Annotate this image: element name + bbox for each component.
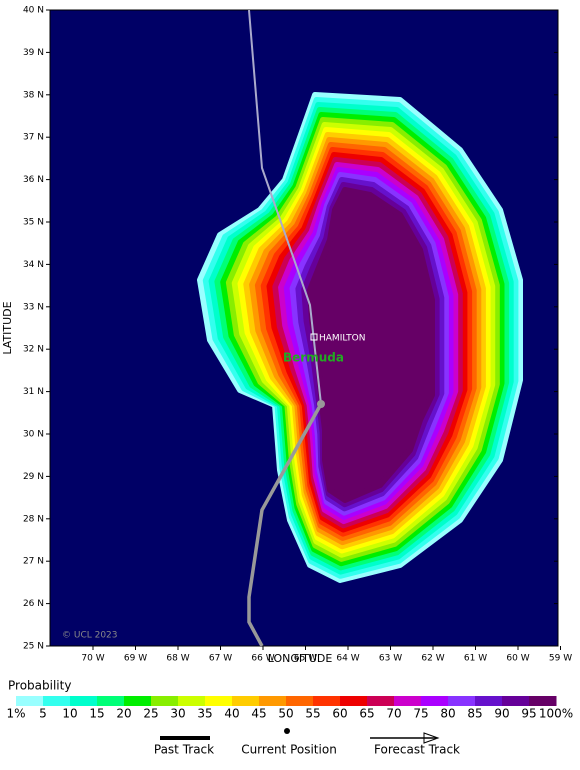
y-tick-label: 35 N	[23, 218, 44, 228]
city-icon	[310, 333, 318, 341]
legend-swatch	[475, 696, 503, 706]
legend-item: Current Position	[241, 743, 337, 757]
legend-swatch	[205, 696, 233, 706]
x-tick-label: 59 W	[549, 654, 572, 664]
y-tick-label: 28 N	[23, 514, 44, 524]
y-tick-label: 31 N	[23, 387, 44, 397]
legend-swatch	[394, 696, 422, 706]
x-tick-label: 68 W	[166, 654, 189, 664]
legend-label: 100%	[539, 707, 573, 721]
x-tick-label: 60 W	[506, 654, 529, 664]
legend-swatch	[448, 696, 476, 706]
legend-swatch	[529, 696, 557, 706]
legend-swatch	[43, 696, 71, 706]
y-tick-label: 33 N	[23, 302, 44, 312]
y-tick-label: 39 N	[23, 48, 44, 58]
legend-label: 90	[494, 707, 509, 721]
legend-label: 45	[251, 707, 266, 721]
legend-label: 1%	[6, 707, 25, 721]
legend-label: 10	[62, 707, 77, 721]
legend-item: Past Track	[154, 743, 214, 757]
legend-label: 25	[143, 707, 158, 721]
legend-swatch	[124, 696, 152, 706]
y-tick-label: 37 N	[23, 133, 44, 143]
legend-swatch	[313, 696, 341, 706]
x-tick-label: 66 W	[251, 654, 274, 664]
x-tick-label: 65 W	[294, 654, 317, 664]
position-key	[284, 728, 290, 734]
legend-swatch	[178, 696, 206, 706]
legend-label: 5	[39, 707, 47, 721]
probability-layer	[307, 187, 435, 503]
forecast-track	[247, 403, 323, 646]
legend-swatch	[502, 696, 530, 706]
legend-swatch	[70, 696, 98, 706]
y-tick-label: 40 N	[23, 6, 44, 16]
x-tick-label: 64 W	[336, 654, 359, 664]
legend-swatch	[97, 696, 125, 706]
legend-label: 15	[89, 707, 104, 721]
legend-label: 80	[440, 707, 455, 721]
y-tick-label: 36 N	[23, 175, 44, 185]
legend-label: 60	[332, 707, 347, 721]
legend-label: 35	[197, 707, 212, 721]
legend-label: 65	[359, 707, 374, 721]
x-axis-title: LONGITUDE	[268, 652, 333, 665]
legend-swatch	[16, 696, 44, 706]
legend-item: Forecast Track	[374, 743, 460, 757]
legend-swatch	[286, 696, 314, 706]
x-tick-label: 67 W	[209, 654, 232, 664]
x-tick-label: 61 W	[464, 654, 487, 664]
current-position	[317, 400, 325, 408]
x-tick-label: 62 W	[421, 654, 444, 664]
legend-label: 70	[386, 707, 401, 721]
past-track	[248, 10, 322, 405]
legend-label: 95	[521, 707, 536, 721]
legend-label: 50	[278, 707, 293, 721]
legend-label: 40	[224, 707, 239, 721]
y-tick-label: 30 N	[23, 430, 44, 440]
legend-swatch	[151, 696, 179, 706]
city-label: HAMILTON	[319, 334, 365, 344]
x-tick-label: 63 W	[379, 654, 402, 664]
island-label: Bermuda	[283, 351, 344, 365]
y-tick-label: 27 N	[23, 557, 44, 567]
x-tick-label: 69 W	[124, 654, 147, 664]
y-tick-label: 32 N	[23, 345, 44, 355]
legend-label: 55	[305, 707, 320, 721]
legend-swatch	[232, 696, 260, 706]
legend-swatch	[259, 696, 287, 706]
legend-swatch	[421, 696, 449, 706]
forecast-key-arrow	[423, 732, 440, 744]
y-tick-label: 29 N	[23, 472, 44, 482]
legend-swatch	[340, 696, 368, 706]
credit: © UCL 2023	[62, 631, 118, 641]
probability-field	[197, 92, 523, 583]
x-tick-label: 70 W	[81, 654, 104, 664]
legend-label: 20	[116, 707, 131, 721]
legend-title: Probability	[8, 679, 71, 693]
y-tick-label: 26 N	[23, 599, 44, 609]
y-tick-label: 25 N	[23, 642, 44, 652]
y-axis-title: LATITUDE	[1, 301, 14, 354]
legend-label: 85	[467, 707, 482, 721]
legend-label: 30	[170, 707, 185, 721]
legend-swatch	[367, 696, 395, 706]
legend-label: 75	[413, 707, 428, 721]
tracks	[247, 10, 325, 646]
y-tick-label: 38 N	[23, 90, 44, 100]
y-tick-label: 34 N	[23, 260, 44, 270]
